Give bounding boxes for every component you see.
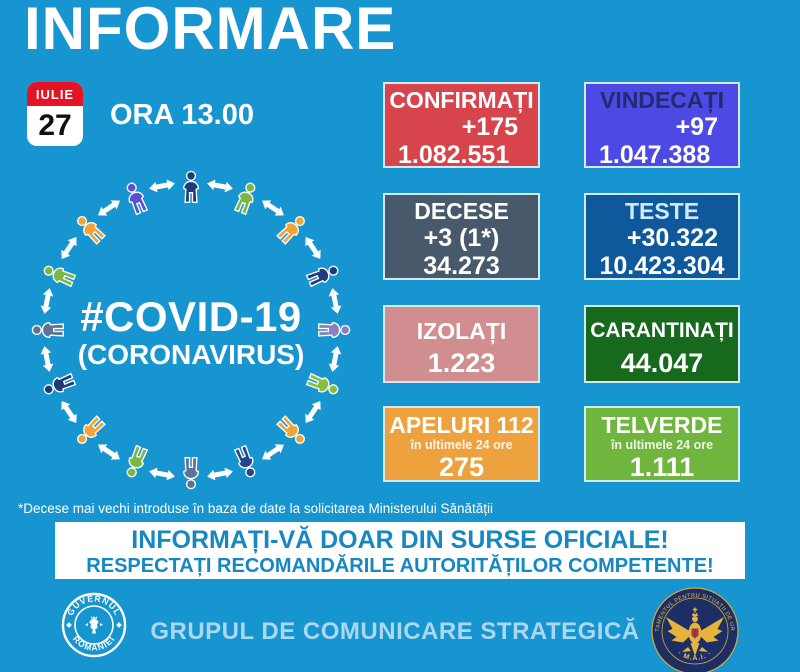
double-arrow-icon: [94, 195, 125, 221]
stat-box-izolati: IZOLAȚI 1.223: [383, 305, 540, 383]
stat-total: 1.082.551: [398, 141, 510, 169]
stat-label: TESTE: [624, 198, 700, 224]
covid-hashtag: #COVID-19 (CORONAVIRUS): [41, 293, 341, 371]
deaths-footnote: *Decese mai vechi introduse în baza de d…: [18, 501, 494, 516]
stat-delta: +97: [675, 113, 718, 141]
stat-box-telverde: TELVERDE în ultimele 24 ore 1.111: [584, 406, 740, 482]
person-icon: [118, 178, 155, 218]
dsu-mai-seal-icon: DEPARTAMENTUL PENTRU SITUAȚII DE URGENȚĂ…: [651, 587, 739, 672]
double-arrow-icon: [257, 439, 288, 465]
stat-total: 10.423.304: [599, 252, 725, 280]
stat-delta: +3 (1*): [423, 224, 500, 252]
guvernul-romaniei-seal-icon: GUVERNUL ROMÂNIEI: [61, 592, 127, 658]
covid-hashtag-line2: (CORONAVIRUS): [77, 339, 305, 371]
stat-total: 1.111: [629, 452, 695, 482]
stat-box-apeluri-112: APELURI 112 în ultimele 24 ore 275: [383, 406, 540, 482]
person-icon: [318, 317, 351, 343]
double-arrow-icon: [205, 177, 235, 195]
official-sources-banner: INFORMAȚI-VĂ DOAR DIN SURSE OFICIALE! RE…: [55, 522, 745, 579]
person-icon: [271, 208, 313, 250]
stat-label: TELVERDE: [601, 412, 723, 438]
double-arrow-icon: [326, 286, 344, 316]
stat-total: 275: [438, 452, 485, 482]
covid-hashtag-line1: #COVID-19: [80, 293, 302, 340]
double-arrow-icon: [56, 396, 82, 427]
dsu-eagle-icon: [666, 607, 724, 656]
stat-label: CONFIRMAȚI: [389, 87, 534, 113]
double-arrow-icon: [38, 286, 56, 316]
double-arrow-icon: [300, 396, 326, 427]
stat-box-carantinati: CARANTINAȚI 44.047: [584, 305, 740, 383]
report-time: ORA 13.00: [110, 99, 254, 131]
person-icon: [303, 257, 343, 294]
double-arrow-icon: [38, 344, 56, 374]
double-arrow-icon: [300, 233, 326, 264]
stat-total: 1.223: [427, 348, 496, 378]
person-icon: [271, 410, 313, 452]
person-icon: [39, 257, 79, 294]
calendar-month: IULIE: [27, 82, 83, 106]
person-icon: [303, 366, 343, 403]
stat-total: 34.273: [423, 252, 500, 280]
double-arrow-icon: [94, 439, 125, 465]
stat-label: IZOLAȚI: [416, 318, 507, 344]
svg-text:ROMÂNIEI: ROMÂNIEI: [71, 634, 117, 653]
person-icon: [118, 442, 155, 482]
person-icon: [31, 317, 65, 343]
person-icon: [69, 208, 111, 250]
double-arrow-icon: [56, 233, 82, 264]
stat-box-vindecati: VINDECAȚI +97 1.047.388: [584, 82, 740, 169]
person-icon: [227, 442, 264, 482]
poster-title: INFORMARE: [24, 0, 397, 62]
calendar-date: IULIE 27: [27, 82, 83, 146]
double-arrow-icon: [147, 465, 177, 483]
gov-eagle-icon: [85, 613, 103, 634]
svg-text:· M.A.I. ·: · M.A.I. ·: [676, 650, 713, 662]
person-icon: [178, 457, 204, 490]
person-icon: [178, 170, 204, 204]
strategic-communication-group-label: GRUPUL DE COMUNICARE STRATEGICĂ: [150, 618, 640, 645]
dsu-seal-bottom-text: · M.A.I. ·: [676, 650, 712, 662]
stat-label: CARANTINAȚI: [590, 319, 734, 342]
stat-label: VINDECAȚI: [600, 87, 724, 113]
person-icon: [69, 410, 111, 452]
double-arrow-icon: [257, 195, 288, 221]
stat-delta: +175: [461, 113, 518, 141]
double-arrow-icon: [147, 177, 177, 195]
stat-delta: +30.322: [626, 224, 718, 252]
stat-label: APELURI 112: [389, 412, 534, 438]
person-icon: [39, 366, 79, 403]
stat-box-teste: TESTE +30.322 10.423.304: [584, 193, 740, 280]
banner-line2: RESPECTAȚI RECOMANDĂRILE AUTORITĂȚILOR C…: [86, 555, 714, 577]
person-icon: [227, 178, 264, 218]
stat-total: 1.047.388: [599, 141, 711, 169]
stat-box-confirmati: CONFIRMAȚI +175 1.082.551: [383, 82, 540, 169]
banner-line1: INFORMAȚI-VĂ DOAR DIN SURSE OFICIALE!: [131, 526, 669, 554]
calendar-day: 27: [38, 109, 72, 142]
stat-box-decese: DECESE +3 (1*) 34.273: [383, 193, 540, 280]
double-arrow-icon: [205, 465, 235, 483]
stat-total: 44.047: [620, 348, 704, 378]
double-arrow-icon: [326, 344, 344, 374]
stat-sublabel: în ultimele 24 ore: [610, 438, 714, 452]
gov-seal-bottom-text: ROMÂNIEI: [71, 634, 116, 653]
stat-label: DECESE: [414, 198, 509, 224]
stat-sublabel: în ultimele 24 ore: [410, 438, 513, 452]
